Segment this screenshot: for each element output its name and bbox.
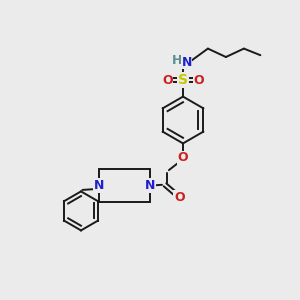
Text: O: O: [178, 151, 188, 164]
Text: N: N: [145, 179, 155, 192]
Text: O: O: [193, 74, 204, 87]
Text: O: O: [162, 74, 173, 87]
Text: S: S: [178, 73, 188, 87]
Text: H: H: [172, 54, 182, 68]
Text: N: N: [94, 179, 104, 192]
Text: O: O: [174, 191, 185, 204]
Text: N: N: [182, 56, 192, 69]
